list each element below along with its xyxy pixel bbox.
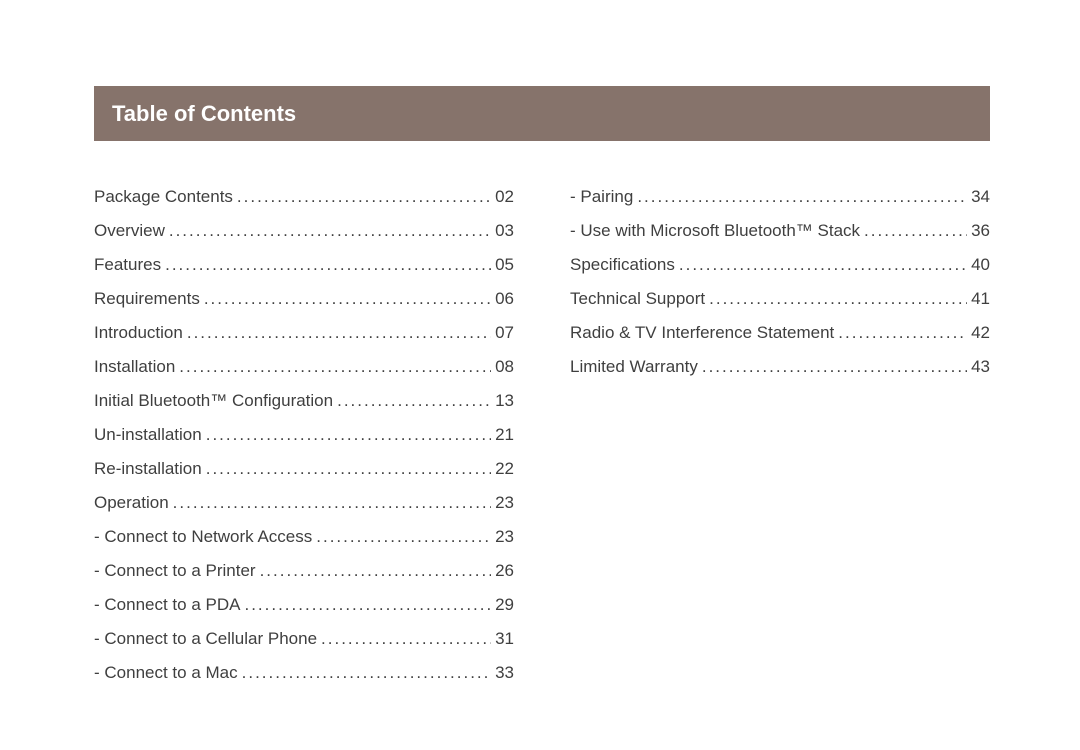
- toc-label: Overview: [94, 214, 165, 248]
- toc-page-number: 31: [495, 622, 514, 656]
- toc-label: Re-installation: [94, 452, 202, 486]
- toc-leader-dots: ........................................…: [321, 622, 491, 656]
- toc-page-number: 42: [971, 316, 990, 350]
- toc-label: Features: [94, 248, 161, 282]
- toc-page-number: 40: [971, 248, 990, 282]
- toc-page-number: 05: [495, 248, 514, 282]
- toc-page-number: 29: [495, 588, 514, 622]
- toc-leader-dots: ........................................…: [244, 588, 491, 622]
- toc-leader-dots: ........................................…: [838, 316, 967, 350]
- toc-row: - Pairing...............................…: [570, 180, 990, 214]
- toc-label: Package Contents: [94, 180, 233, 214]
- toc-label: Radio & TV Interference Statement: [570, 316, 834, 350]
- toc-label: Un-installation: [94, 418, 202, 452]
- toc-leader-dots: ........................................…: [187, 316, 491, 350]
- toc-row: Introduction............................…: [94, 316, 514, 350]
- toc-leader-dots: ........................................…: [173, 486, 491, 520]
- toc-page-number: 03: [495, 214, 514, 248]
- toc-leader-dots: ........................................…: [242, 656, 491, 690]
- toc-label: Requirements: [94, 282, 200, 316]
- toc-leader-dots: ........................................…: [637, 180, 967, 214]
- toc-label: - Pairing: [570, 180, 633, 214]
- toc-leader-dots: ........................................…: [709, 282, 967, 316]
- toc-page-number: 23: [495, 520, 514, 554]
- toc-leader-dots: ........................................…: [337, 384, 491, 418]
- toc-row: Limited Warranty........................…: [570, 350, 990, 384]
- toc-page-number: 22: [495, 452, 514, 486]
- toc-row: Un-installation.........................…: [94, 418, 514, 452]
- toc-row: - Connect to a Mac......................…: [94, 656, 514, 690]
- toc-row: Technical Support.......................…: [570, 282, 990, 316]
- toc-row: - Use with Microsoft Bluetooth™ Stack...…: [570, 214, 990, 248]
- toc-label: Initial Bluetooth™ Configuration: [94, 384, 333, 418]
- toc-row: Installation............................…: [94, 350, 514, 384]
- toc-row: Specifications..........................…: [570, 248, 990, 282]
- toc-row: Overview................................…: [94, 214, 514, 248]
- toc-leader-dots: ........................................…: [206, 418, 491, 452]
- toc-leader-dots: ........................................…: [316, 520, 491, 554]
- toc-label: - Connect to a Mac: [94, 656, 238, 690]
- toc-row: Features................................…: [94, 248, 514, 282]
- toc-row: Initial Bluetooth™ Configuration........…: [94, 384, 514, 418]
- toc-label: Limited Warranty: [570, 350, 698, 384]
- toc-row: Re-installation.........................…: [94, 452, 514, 486]
- toc-leader-dots: ........................................…: [206, 452, 491, 486]
- toc-page-number: 02: [495, 180, 514, 214]
- toc-columns: Package Contents........................…: [94, 180, 990, 690]
- header-bar: Table of Contents: [94, 86, 990, 141]
- toc-leader-dots: ........................................…: [169, 214, 491, 248]
- toc-page-number: 07: [495, 316, 514, 350]
- toc-row: - Connect to a PDA......................…: [94, 588, 514, 622]
- toc-row: Operation...............................…: [94, 486, 514, 520]
- toc-label: - Use with Microsoft Bluetooth™ Stack: [570, 214, 860, 248]
- toc-label: - Connect to a Printer: [94, 554, 256, 588]
- toc-label: Introduction: [94, 316, 183, 350]
- toc-column-right: - Pairing...............................…: [570, 180, 990, 690]
- toc-leader-dots: ........................................…: [165, 248, 491, 282]
- toc-leader-dots: ........................................…: [702, 350, 967, 384]
- toc-page-number: 36: [971, 214, 990, 248]
- toc-label: - Connect to a Cellular Phone: [94, 622, 317, 656]
- toc-label: - Connect to Network Access: [94, 520, 312, 554]
- toc-column-left: Package Contents........................…: [94, 180, 514, 690]
- header-title: Table of Contents: [112, 101, 296, 127]
- toc-row: - Connect to a Cellular Phone...........…: [94, 622, 514, 656]
- toc-leader-dots: ........................................…: [204, 282, 491, 316]
- toc-row: Package Contents........................…: [94, 180, 514, 214]
- toc-page-number: 41: [971, 282, 990, 316]
- toc-row: - Connect to a Printer..................…: [94, 554, 514, 588]
- toc-leader-dots: ........................................…: [260, 554, 492, 588]
- toc-leader-dots: ........................................…: [864, 214, 967, 248]
- toc-page-number: 34: [971, 180, 990, 214]
- toc-page-number: 21: [495, 418, 514, 452]
- toc-row: Requirements............................…: [94, 282, 514, 316]
- toc-page-number: 23: [495, 486, 514, 520]
- toc-label: - Connect to a PDA: [94, 588, 240, 622]
- toc-page-number: 43: [971, 350, 990, 384]
- toc-label: Specifications: [570, 248, 675, 282]
- toc-leader-dots: ........................................…: [179, 350, 491, 384]
- toc-row: Radio & TV Interference Statement.......…: [570, 316, 990, 350]
- toc-leader-dots: ........................................…: [679, 248, 967, 282]
- page: Table of Contents Package Contents......…: [0, 0, 1080, 750]
- toc-label: Operation: [94, 486, 169, 520]
- toc-page-number: 33: [495, 656, 514, 690]
- toc-leader-dots: ........................................…: [237, 180, 491, 214]
- toc-row: - Connect to Network Access.............…: [94, 520, 514, 554]
- toc-page-number: 06: [495, 282, 514, 316]
- toc-page-number: 26: [495, 554, 514, 588]
- toc-page-number: 13: [495, 384, 514, 418]
- toc-page-number: 08: [495, 350, 514, 384]
- toc-label: Technical Support: [570, 282, 705, 316]
- toc-label: Installation: [94, 350, 175, 384]
